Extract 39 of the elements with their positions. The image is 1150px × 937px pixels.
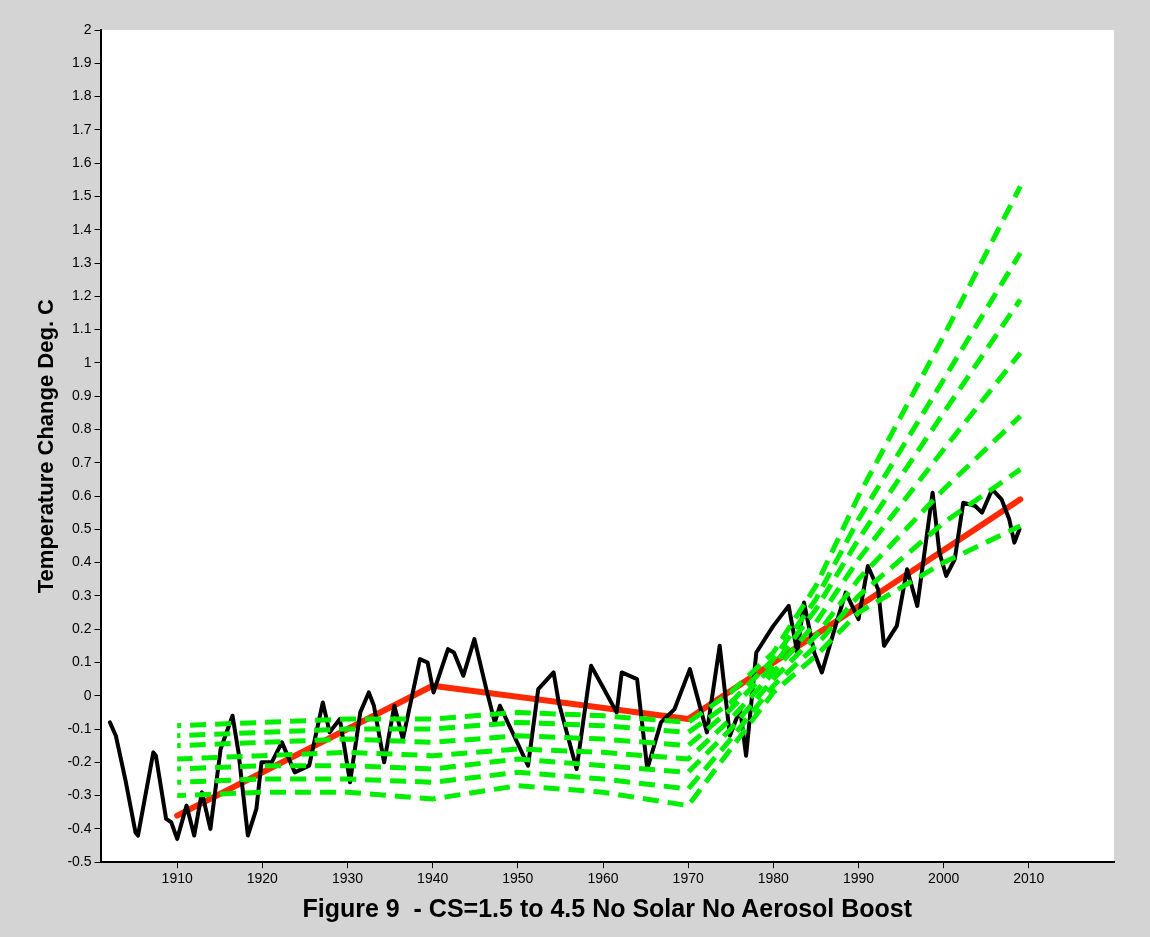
- y-tick-label: 0.3: [72, 586, 92, 603]
- x-tick-label: 1990: [842, 870, 875, 887]
- y-axis-title: Temperature Change Deg. C: [33, 298, 59, 594]
- x-tick-label: 1910: [161, 870, 193, 887]
- y-tick-label: 1: [83, 353, 92, 370]
- y-tick-label: -0.5: [67, 853, 92, 870]
- x-tick-label: 1980: [757, 870, 790, 887]
- y-tick-label: 2: [83, 20, 92, 37]
- y-tick-label: 0.6: [72, 486, 92, 503]
- y-tick-label: 1.3: [72, 253, 92, 270]
- y-tick-label: 0.4: [72, 553, 92, 570]
- y-tick-label: 0: [83, 686, 92, 703]
- y-tick-label: 0.8: [72, 420, 92, 437]
- y-tick-label: 0.9: [72, 387, 92, 404]
- x-axis-title: Figure 9 - CS=1.5 to 4.5 No Solar No Aerosol Boost: [302, 893, 913, 922]
- y-tick-label: 1.5: [72, 187, 92, 204]
- x-tick-label: 2000: [928, 870, 960, 887]
- y-tick-label: -0.2: [67, 753, 92, 770]
- y-tick-label: 0.2: [72, 620, 92, 637]
- y-tick-label: 1.1: [72, 320, 92, 337]
- y-tick-label: 1.6: [72, 154, 92, 171]
- y-tick-label: -0.4: [67, 819, 92, 836]
- y-tick-label: 1.9: [72, 54, 92, 71]
- y-tick-label: -0.1: [67, 719, 92, 736]
- x-tick-label: 1920: [246, 870, 279, 887]
- y-tick-label: 1.4: [72, 220, 92, 237]
- y-tick-label: 1.2: [72, 287, 92, 304]
- y-tick-label: -0.3: [67, 786, 92, 803]
- y-tick-label: 1.7: [72, 120, 92, 137]
- y-tick-label: 0.5: [72, 520, 92, 537]
- y-tick-label: 0.7: [72, 453, 92, 470]
- x-tick-label: 1950: [502, 870, 534, 887]
- y-tick-label: 0.1: [72, 653, 92, 670]
- x-tick-label: 1970: [672, 870, 704, 887]
- x-tick-label: 1930: [331, 870, 364, 887]
- x-tick-label: 1940: [417, 870, 449, 887]
- x-tick-label: 2010: [1013, 870, 1045, 887]
- x-tick-label: 1960: [587, 870, 619, 887]
- y-tick-label: 1.8: [72, 87, 92, 104]
